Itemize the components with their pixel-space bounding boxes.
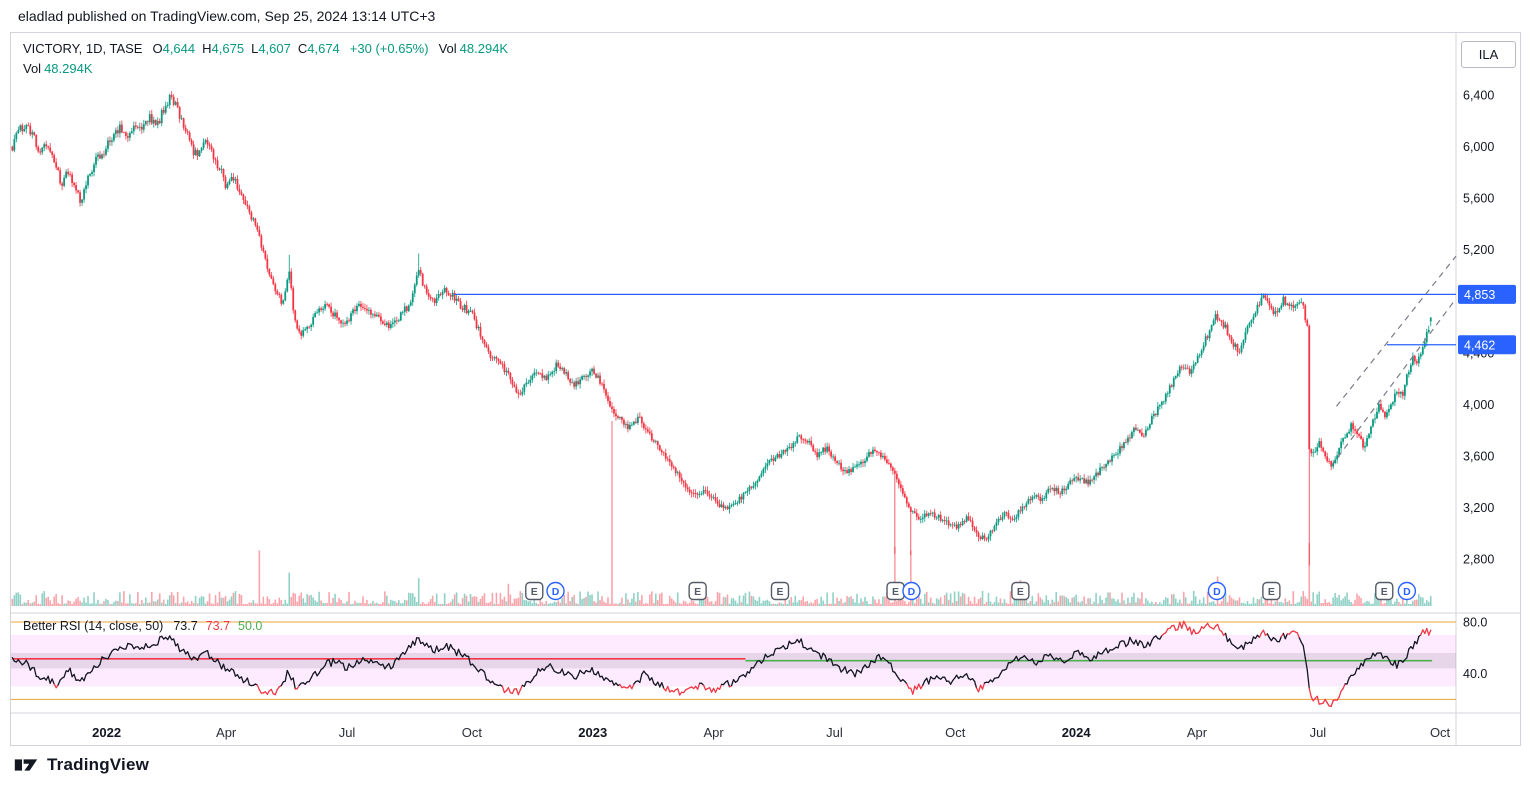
rsi-green-value: 50.0 <box>238 619 263 633</box>
svg-text:4,853: 4,853 <box>1464 288 1495 302</box>
svg-text:4,000: 4,000 <box>1463 398 1494 412</box>
svg-text:Oct: Oct <box>1430 725 1451 740</box>
svg-text:3,600: 3,600 <box>1463 449 1494 463</box>
svg-text:Jul: Jul <box>826 725 843 740</box>
rsi-title[interactable]: Better RSI (14, close, 50) <box>23 619 164 633</box>
svg-text:D: D <box>1403 586 1411 598</box>
svg-text:E: E <box>776 586 783 598</box>
ohlc-low: L4,607 <box>251 41 291 56</box>
svg-text:40.0: 40.0 <box>1463 667 1487 681</box>
svg-text:5,200: 5,200 <box>1463 243 1494 257</box>
compare-symbol-label: ILA <box>1478 47 1499 62</box>
svg-text:Apr: Apr <box>1187 725 1208 740</box>
rsi-indicator-legend: Better RSI (14, close, 50) 73.7 73.7 50.… <box>23 619 262 633</box>
close-label: C <box>297 41 308 56</box>
svg-text:5,600: 5,600 <box>1463 192 1494 206</box>
footer: TradingView <box>14 755 149 775</box>
open-label: O <box>152 41 163 56</box>
svg-text:3,200: 3,200 <box>1463 501 1494 515</box>
svg-text:Jul: Jul <box>1310 725 1327 740</box>
tradingview-wordmark[interactable]: TradingView <box>47 755 150 774</box>
svg-text:6,000: 6,000 <box>1463 140 1494 154</box>
svg-text:E: E <box>1017 586 1024 598</box>
volume-value: 48.294K <box>459 41 509 56</box>
open-value: 4,644 <box>162 41 196 56</box>
svg-text:E: E <box>531 586 538 598</box>
vol-row-value: 48.294K <box>44 61 93 76</box>
high-label: H <box>202 41 212 56</box>
rsi-red-value: 73.7 <box>205 619 231 633</box>
volume-label: Vol <box>438 41 457 56</box>
svg-text:Oct: Oct <box>462 725 483 740</box>
svg-text:Jul: Jul <box>339 725 356 740</box>
svg-text:E: E <box>1381 586 1388 598</box>
low-value: 4,607 <box>258 41 291 56</box>
chart-card: EDEEEDEDEED6,4006,0005,6005,2004,4004,00… <box>10 32 1521 746</box>
svg-text:D: D <box>1213 586 1221 598</box>
close-value: 4,674 <box>307 41 340 56</box>
low-label: L <box>251 41 259 56</box>
rsi-value: 73.7 <box>173 619 198 633</box>
svg-text:2023: 2023 <box>578 725 607 740</box>
change-value: +30 (+0.65%) <box>349 41 429 56</box>
svg-text:Oct: Oct <box>945 725 966 740</box>
compare-symbol-box[interactable]: ILA <box>1461 41 1516 68</box>
svg-text:4,462: 4,462 <box>1464 338 1495 352</box>
svg-text:6,400: 6,400 <box>1463 89 1494 103</box>
svg-text:2,800: 2,800 <box>1463 553 1494 567</box>
symbol-title[interactable]: VICTORY, 1D, TASE <box>23 41 143 56</box>
volume-indicator-legend: Vol 48.294K <box>23 61 93 76</box>
svg-text:D: D <box>908 586 916 598</box>
high-value: 4,675 <box>211 41 245 56</box>
svg-text:2024: 2024 <box>1062 725 1092 740</box>
svg-text:E: E <box>892 586 899 598</box>
tradingview-logo-icon[interactable] <box>14 755 38 775</box>
chart-canvas[interactable]: EDEEEDEDEED6,4006,0005,6005,2004,4004,00… <box>11 33 1520 745</box>
svg-text:Apr: Apr <box>703 725 724 740</box>
ohlc-open: O4,644 <box>152 41 195 56</box>
svg-text:Apr: Apr <box>216 725 237 740</box>
vol-row-label[interactable]: Vol <box>23 61 42 76</box>
ohlc-high: H4,675 <box>202 41 244 56</box>
publish-attribution: eladlad published on TradingView.com, Se… <box>18 8 436 24</box>
svg-text:E: E <box>1268 586 1275 598</box>
svg-text:80.0: 80.0 <box>1463 616 1487 630</box>
svg-text:E: E <box>694 586 701 598</box>
svg-text:D: D <box>552 586 560 598</box>
ohlc-close: C4,674 <box>298 41 340 56</box>
symbol-legend: VICTORY, 1D, TASE O4,644 H4,675 L4,607 C… <box>23 41 508 56</box>
svg-text:2022: 2022 <box>92 725 121 740</box>
